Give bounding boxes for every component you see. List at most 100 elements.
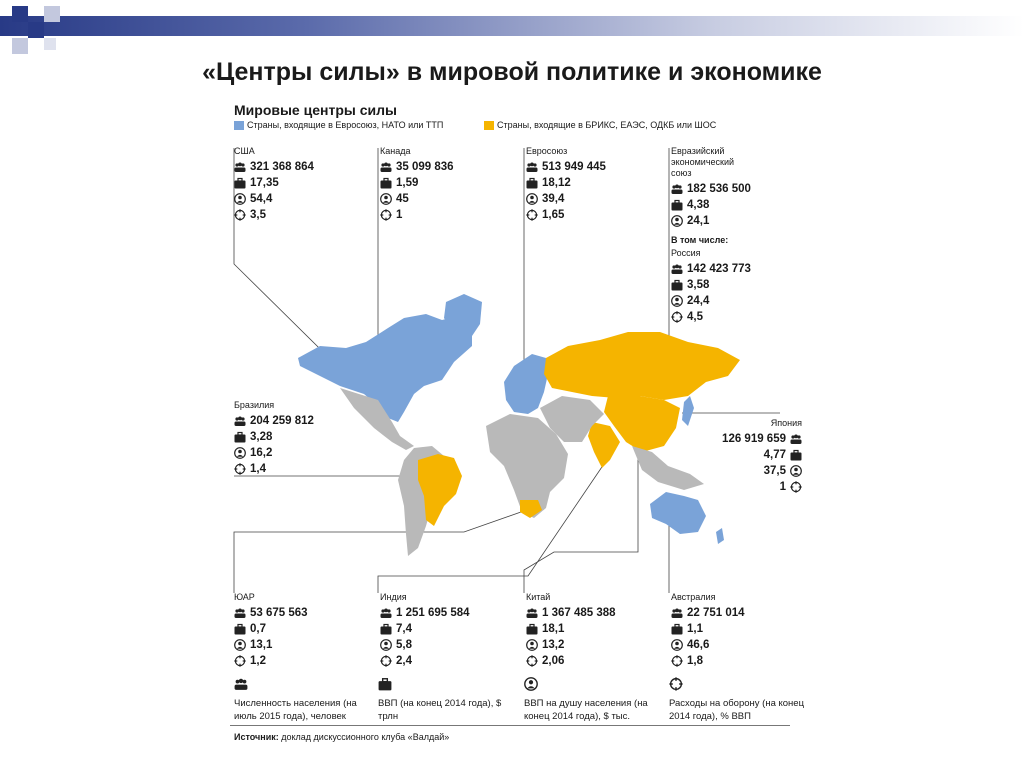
defense-value: 1 — [779, 481, 786, 493]
gdp-per-capita-value: 13,2 — [542, 639, 565, 651]
gdp-value: 18,12 — [542, 177, 571, 189]
infographic-title: Мировые центры силы — [234, 102, 397, 118]
defense-crosshair-icon — [380, 655, 392, 667]
gdp-per-capita-value: 39,4 — [542, 193, 565, 205]
map-region-middle-east — [540, 396, 604, 442]
stat-block-brazil: Бразилия 204 259 812 3,28 16,2 1,4 — [234, 400, 314, 477]
stat-block-canada: Канада 35 099 836 1,59 45 1 — [380, 146, 454, 223]
defense-crosshair-icon — [526, 655, 538, 667]
gdp-per-capita-person-icon — [524, 677, 538, 691]
sub-country-name: Россия — [671, 248, 701, 258]
stat-block-china: Китай 1 367 485 388 18,1 13,2 2,06 — [526, 592, 616, 669]
country-name: Канада — [380, 146, 411, 156]
source-text: доклад дискуссионного клуба «Валдай» — [281, 732, 450, 742]
map-region-southeast-asia — [632, 446, 704, 490]
population-icon — [234, 415, 246, 427]
population-icon — [234, 161, 246, 173]
legend-label-west: Страны, входящие в Евросоюз, НАТО или ТТ… — [247, 120, 444, 130]
gdp-value: 0,7 — [250, 623, 266, 635]
population-value: 126 919 659 — [722, 433, 786, 445]
gdp-per-capita-person-icon — [671, 215, 683, 227]
population-value: 142 423 773 — [687, 263, 751, 275]
legend-label-east: Страны, входящие в БРИКС, ЕАЭС, ОДКБ или… — [497, 120, 717, 130]
defense-crosshair-icon — [234, 655, 246, 667]
country-name: Япония — [770, 418, 802, 428]
deco-square — [28, 22, 44, 38]
country-name: Евразийский экономический союз — [671, 146, 735, 178]
gdp-briefcase-icon — [234, 431, 246, 443]
country-name: Индия — [380, 592, 407, 602]
gdp-per-capita-person-icon — [234, 639, 246, 651]
population-icon — [671, 607, 683, 619]
gdp-value: 18,1 — [542, 623, 565, 635]
map-region-japan — [682, 396, 694, 426]
stat-block-india: Индия 1 251 695 584 7,4 5,8 2,4 — [380, 592, 470, 669]
population-value: 204 259 812 — [250, 415, 314, 427]
population-icon — [234, 677, 248, 691]
defense-value: 3,5 — [250, 209, 266, 221]
country-name: Китай — [526, 592, 551, 602]
deco-square — [12, 38, 28, 54]
defense-value: 4,5 — [687, 311, 703, 323]
leader-line-sar — [233, 505, 539, 593]
population-value: 1 367 485 388 — [542, 607, 616, 619]
defense-value: 2,4 — [396, 655, 412, 667]
footnote-text: Расходы на оборону (на конец 2014 года),… — [669, 698, 805, 722]
gdp-briefcase-icon — [671, 279, 683, 291]
deco-square — [12, 6, 28, 22]
sub-label: В том числе: — [671, 235, 729, 245]
source-label: Источник: — [234, 732, 279, 742]
population-icon — [380, 607, 392, 619]
gdp-briefcase-icon — [234, 623, 246, 635]
gdp-value: 4,77 — [763, 449, 786, 461]
gdp-briefcase-icon — [526, 623, 538, 635]
population-icon — [234, 607, 246, 619]
country-name: ЮАР — [234, 592, 255, 602]
population-value: 513 949 445 — [542, 161, 606, 173]
gdp-per-capita-value: 24,4 — [687, 295, 710, 307]
gdp-per-capita-person-icon — [790, 465, 802, 477]
population-icon — [526, 161, 538, 173]
stat-block-japan: Япония 126 919 659 4,77 37,5 1 — [698, 418, 802, 495]
defense-value: 1,4 — [250, 463, 266, 475]
world-map — [233, 148, 780, 593]
title-bar-gradient — [0, 16, 1024, 36]
gdp-briefcase-icon — [234, 177, 246, 189]
gdp-per-capita-value: 54,4 — [250, 193, 273, 205]
stat-block-eaeu: Евразийский экономический союз 182 536 5… — [671, 146, 781, 325]
gdp-per-capita-value: 24,1 — [687, 215, 710, 227]
defense-crosshair-icon — [526, 209, 538, 221]
gdp-per-capita-person-icon — [526, 193, 538, 205]
gdp-value: 17,35 — [250, 177, 279, 189]
map-region-russia — [544, 332, 740, 400]
footnote-gdp: ВВП (на конец 2014 года), $ трлн — [378, 677, 518, 723]
gdp-value: 3,58 — [687, 279, 710, 291]
map-region-africa — [486, 414, 568, 518]
population-value: 1 251 695 584 — [396, 607, 470, 619]
footnote-gdp-per-capita: ВВП на душу населения (на конец 2014 год… — [524, 677, 664, 723]
leader-line-china — [523, 434, 639, 593]
gdp-briefcase-icon — [671, 199, 683, 211]
divider — [230, 725, 790, 726]
country-name: США — [234, 146, 255, 156]
legend-item-west: Страны, входящие в Евросоюз, НАТО или ТТ… — [234, 120, 443, 130]
gdp-value: 7,4 — [396, 623, 412, 635]
footnote-text: ВВП (на конец 2014 года), $ трлн — [378, 698, 502, 722]
gdp-per-capita-value: 5,8 — [396, 639, 412, 651]
map-region-india — [588, 422, 620, 468]
defense-crosshair-icon — [790, 481, 802, 493]
defense-crosshair-icon — [234, 463, 246, 475]
population-value: 182 536 500 — [687, 183, 751, 195]
map-region-greenland — [444, 294, 482, 342]
population-value: 35 099 836 — [396, 161, 454, 173]
gdp-briefcase-icon — [671, 623, 683, 635]
map-region-mexico — [340, 388, 414, 450]
defense-crosshair-icon — [671, 655, 683, 667]
population-icon — [671, 263, 683, 275]
population-icon — [790, 433, 802, 445]
map-region-china — [604, 396, 680, 452]
footnote-text: ВВП на душу населения (на конец 2014 год… — [524, 698, 648, 722]
defense-value: 1,2 — [250, 655, 266, 667]
gdp-value: 4,38 — [687, 199, 710, 211]
map-region-europe — [504, 354, 548, 414]
